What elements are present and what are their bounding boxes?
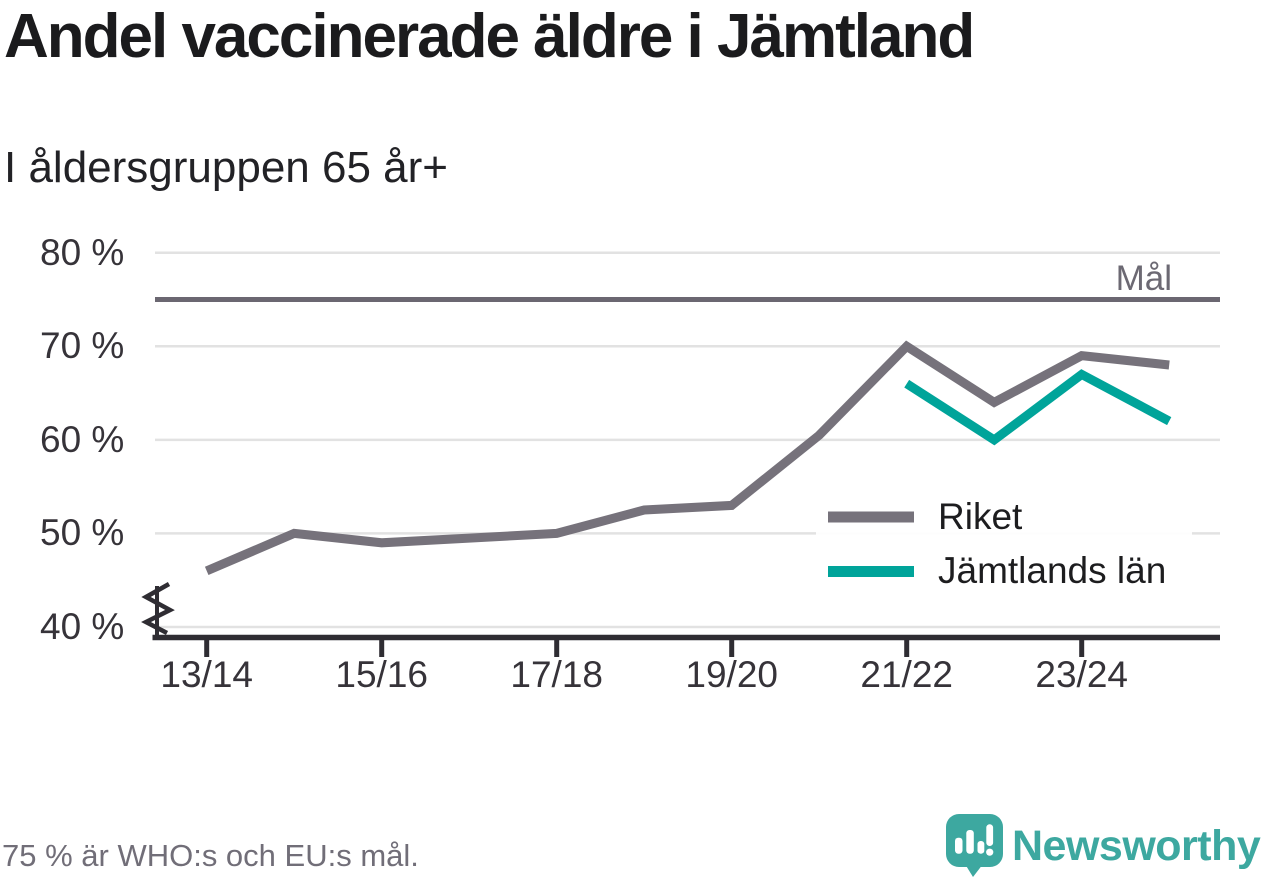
speech-bubble-bar-chart-exclamation-icon [946, 814, 1003, 877]
brand-name: Newsworthy [1012, 822, 1261, 870]
brand-logo: Newsworthy [946, 812, 1262, 879]
legend-swatch-riket [828, 511, 914, 523]
series-line-j-mtlands-l-n [904, 369, 1172, 446]
legend-swatch-jamtlands-lan [828, 566, 914, 577]
legend-item-riket: Riket [938, 496, 1023, 537]
chart-subtitle: I åldersgruppen 65 år+ [4, 143, 448, 192]
footnote: 75 % är WHO:s och EU:s mål. [2, 838, 419, 873]
axis-break-icon [141, 582, 175, 635]
y-tick-label: 50 % [40, 512, 125, 554]
x-tick-label: 21/22 [860, 654, 953, 695]
y-tick-label: 80 % [40, 231, 125, 273]
series-line-riket [204, 340, 1170, 576]
y-tick-label: 60 % [40, 418, 125, 460]
x-tick-label: 13/14 [160, 654, 253, 695]
y-tick-label: 70 % [40, 325, 125, 367]
legend-item-jamtlands-lan: Jämtlands län [938, 550, 1167, 591]
y-tick-label: 40 % [40, 606, 125, 647]
chart-title: Andel vaccinerade äldre i Jämtland [4, 2, 975, 71]
x-tick-label: 23/24 [1035, 654, 1128, 695]
goal-line-label: Mål [1115, 259, 1172, 298]
x-tick-label: 15/16 [335, 654, 428, 695]
x-tick-label: 19/20 [685, 654, 778, 695]
x-tick-label: 17/18 [510, 654, 603, 695]
legend-background [816, 488, 1192, 600]
